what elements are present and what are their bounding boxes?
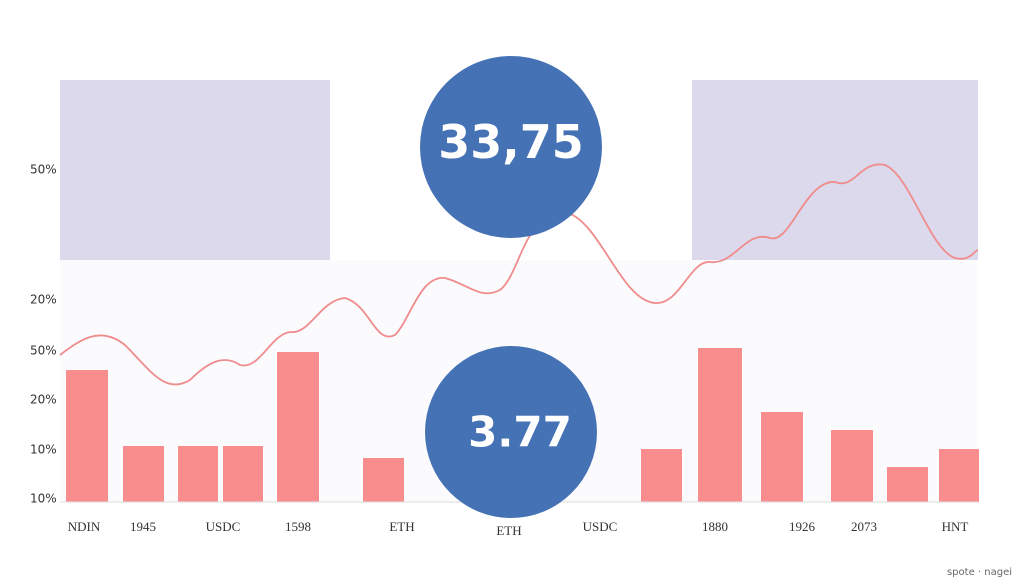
badge	[420, 56, 602, 238]
footer: spote · nagei	[947, 567, 1012, 578]
bar	[831, 430, 873, 502]
x-label: 1926	[789, 519, 816, 534]
bar	[66, 370, 108, 502]
y-label: 50%	[30, 163, 57, 177]
x-label: 1945	[130, 519, 156, 534]
y-label: 10%	[30, 443, 57, 457]
badge-value: 33,75	[438, 115, 584, 169]
x-label: USDC	[206, 519, 241, 534]
x-label: 1880	[702, 519, 728, 534]
y-label: 10%	[30, 492, 57, 506]
x-label: NDIN	[68, 519, 101, 534]
bar	[698, 348, 742, 502]
panel	[692, 80, 978, 260]
bar	[887, 467, 928, 502]
bar	[363, 458, 404, 502]
x-label: ETH	[389, 519, 414, 534]
bar	[223, 446, 263, 502]
x-label: 1598	[285, 519, 311, 534]
badge	[425, 346, 597, 518]
y-label: 20%	[30, 393, 57, 407]
y-label: 20%	[30, 293, 57, 307]
bar	[761, 412, 803, 502]
bar	[277, 352, 319, 502]
bars	[66, 348, 979, 502]
x-label: 2073	[851, 519, 877, 534]
trend-line	[59, 163, 979, 386]
panel	[60, 80, 330, 260]
y-label: 50%	[30, 344, 57, 358]
bar	[123, 446, 164, 502]
badge-value: 3.77	[468, 408, 572, 457]
x-label: ETH	[496, 523, 521, 538]
bar	[939, 449, 979, 502]
x-label: HNT	[942, 519, 969, 534]
bar	[178, 446, 218, 502]
x-label: USDC	[583, 519, 618, 534]
bar	[641, 449, 682, 502]
